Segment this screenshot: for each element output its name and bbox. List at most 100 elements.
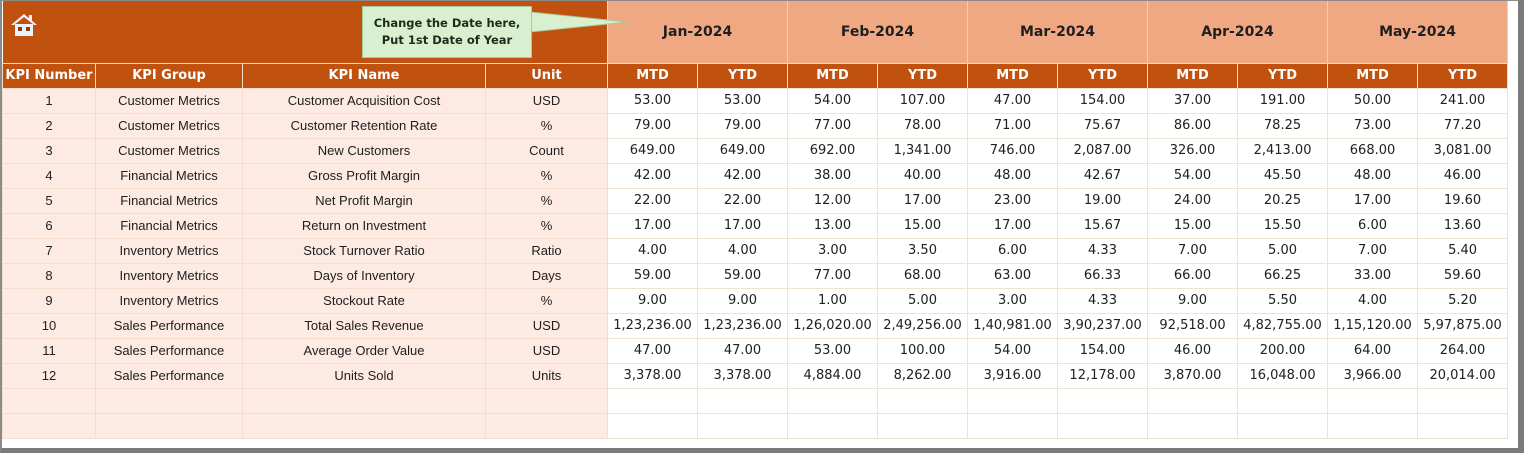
empty-cell[interactable]: [1417, 412, 1509, 439]
feb-ytd-cell[interactable]: 100.00: [876, 337, 969, 364]
may-mtd-cell[interactable]: 73.00: [1327, 112, 1419, 139]
mar-mtd-cell[interactable]: 71.00: [967, 112, 1059, 139]
unit-cell[interactable]: Days: [485, 262, 608, 289]
empty-cell[interactable]: [697, 387, 788, 414]
apr-mtd-cell[interactable]: 92,518.00: [1147, 312, 1239, 339]
jan-ytd-cell[interactable]: 79.00: [697, 112, 788, 139]
mar-ytd-cell[interactable]: 19.00: [1057, 187, 1149, 214]
kpi-group-cell[interactable]: Sales Performance: [95, 362, 243, 389]
may-mtd-cell[interactable]: 4.00: [1327, 287, 1419, 314]
jan-mtd-cell[interactable]: 17.00: [607, 212, 698, 239]
apr-mtd-cell[interactable]: 66.00: [1147, 262, 1239, 289]
apr-ytd-cell[interactable]: 45.50: [1237, 162, 1329, 189]
empty-cell[interactable]: [876, 387, 969, 414]
empty-cell[interactable]: [697, 412, 788, 439]
kpi-number-cell[interactable]: 9: [2, 287, 96, 314]
may-ytd-cell[interactable]: 241.00: [1417, 87, 1509, 114]
empty-cell[interactable]: [1057, 387, 1149, 414]
mar-mtd-cell[interactable]: 1,40,981.00: [967, 312, 1059, 339]
jan-ytd-cell[interactable]: 42.00: [697, 162, 788, 189]
may-mtd-cell[interactable]: 17.00: [1327, 187, 1419, 214]
may-mtd-cell[interactable]: 668.00: [1327, 137, 1419, 164]
apr-mtd-cell[interactable]: 9.00: [1147, 287, 1239, 314]
jan-mtd-cell[interactable]: 42.00: [607, 162, 698, 189]
jan-mtd-cell[interactable]: 59.00: [607, 262, 698, 289]
kpi-name-cell[interactable]: Return on Investment: [242, 212, 486, 239]
mar-ytd-cell[interactable]: 4.33: [1057, 287, 1149, 314]
unit-cell[interactable]: Units: [485, 362, 608, 389]
feb-ytd-cell[interactable]: 68.00: [876, 262, 969, 289]
unit-cell[interactable]: Ratio: [485, 237, 608, 264]
feb-mtd-cell[interactable]: 77.00: [787, 112, 878, 139]
jan-ytd-cell[interactable]: 3,378.00: [697, 362, 788, 389]
feb-mtd-cell[interactable]: 38.00: [787, 162, 878, 189]
mar-ytd-cell[interactable]: 3,90,237.00: [1057, 312, 1149, 339]
feb-mtd-cell[interactable]: 12.00: [787, 187, 878, 214]
feb-ytd-cell[interactable]: 107.00: [876, 87, 969, 114]
mar-mtd-cell[interactable]: 6.00: [967, 237, 1059, 264]
mar-ytd-cell[interactable]: 4.33: [1057, 237, 1149, 264]
jan-ytd-cell[interactable]: 53.00: [697, 87, 788, 114]
feb-ytd-cell[interactable]: 5.00: [876, 287, 969, 314]
mar-mtd-cell[interactable]: 17.00: [967, 212, 1059, 239]
mar-ytd-cell[interactable]: 42.67: [1057, 162, 1149, 189]
kpi-number-cell[interactable]: 7: [2, 237, 96, 264]
kpi-group-cell[interactable]: Sales Performance: [95, 337, 243, 364]
feb-ytd-cell[interactable]: 3.50: [876, 237, 969, 264]
month-header-apr[interactable]: Apr-2024: [1147, 1, 1329, 63]
may-ytd-cell[interactable]: 46.00: [1417, 162, 1509, 189]
feb-mtd-cell[interactable]: 13.00: [787, 212, 878, 239]
empty-cell[interactable]: [1147, 387, 1239, 414]
kpi-group-cell[interactable]: Inventory Metrics: [95, 262, 243, 289]
kpi-name-cell[interactable]: Gross Profit Margin: [242, 162, 486, 189]
feb-mtd-cell[interactable]: 692.00: [787, 137, 878, 164]
kpi-number-cell[interactable]: 4: [2, 162, 96, 189]
home-icon[interactable]: [10, 12, 38, 38]
feb-mtd-cell[interactable]: 53.00: [787, 337, 878, 364]
empty-cell[interactable]: [2, 387, 96, 414]
apr-ytd-cell[interactable]: 78.25: [1237, 112, 1329, 139]
mar-ytd-cell[interactable]: 66.33: [1057, 262, 1149, 289]
kpi-name-cell[interactable]: Stock Turnover Ratio: [242, 237, 486, 264]
apr-mtd-cell[interactable]: 15.00: [1147, 212, 1239, 239]
kpi-name-cell[interactable]: Units Sold: [242, 362, 486, 389]
kpi-group-cell[interactable]: Inventory Metrics: [95, 237, 243, 264]
jan-ytd-cell[interactable]: 59.00: [697, 262, 788, 289]
jan-mtd-cell[interactable]: 649.00: [607, 137, 698, 164]
may-mtd-cell[interactable]: 33.00: [1327, 262, 1419, 289]
apr-mtd-cell[interactable]: 3,870.00: [1147, 362, 1239, 389]
feb-ytd-cell[interactable]: 8,262.00: [876, 362, 969, 389]
may-ytd-cell[interactable]: 13.60: [1417, 212, 1509, 239]
empty-cell[interactable]: [787, 387, 878, 414]
kpi-number-cell[interactable]: 11: [2, 337, 96, 364]
feb-ytd-cell[interactable]: 40.00: [876, 162, 969, 189]
may-ytd-cell[interactable]: 5.20: [1417, 287, 1509, 314]
apr-ytd-cell[interactable]: 66.25: [1237, 262, 1329, 289]
kpi-name-cell[interactable]: New Customers: [242, 137, 486, 164]
apr-ytd-cell[interactable]: 5.50: [1237, 287, 1329, 314]
jan-mtd-cell[interactable]: 9.00: [607, 287, 698, 314]
jan-ytd-cell[interactable]: 9.00: [697, 287, 788, 314]
mar-ytd-cell[interactable]: 154.00: [1057, 87, 1149, 114]
kpi-number-cell[interactable]: 8: [2, 262, 96, 289]
apr-ytd-cell[interactable]: 5.00: [1237, 237, 1329, 264]
may-mtd-cell[interactable]: 48.00: [1327, 162, 1419, 189]
may-ytd-cell[interactable]: 77.20: [1417, 112, 1509, 139]
may-ytd-cell[interactable]: 5,97,875.00: [1417, 312, 1509, 339]
jan-mtd-cell[interactable]: 1,23,236.00: [607, 312, 698, 339]
may-mtd-cell[interactable]: 1,15,120.00: [1327, 312, 1419, 339]
unit-cell[interactable]: USD: [485, 312, 608, 339]
kpi-number-cell[interactable]: 1: [2, 87, 96, 114]
kpi-number-cell[interactable]: 10: [2, 312, 96, 339]
feb-ytd-cell[interactable]: 17.00: [876, 187, 969, 214]
jan-mtd-cell[interactable]: 53.00: [607, 87, 698, 114]
unit-cell[interactable]: %: [485, 212, 608, 239]
month-header-may[interactable]: May-2024: [1327, 1, 1509, 63]
kpi-name-cell[interactable]: Customer Acquisition Cost: [242, 87, 486, 114]
kpi-group-cell[interactable]: Customer Metrics: [95, 87, 243, 114]
may-ytd-cell[interactable]: 264.00: [1417, 337, 1509, 364]
may-mtd-cell[interactable]: 6.00: [1327, 212, 1419, 239]
jan-ytd-cell[interactable]: 22.00: [697, 187, 788, 214]
mar-mtd-cell[interactable]: 47.00: [967, 87, 1059, 114]
apr-mtd-cell[interactable]: 37.00: [1147, 87, 1239, 114]
